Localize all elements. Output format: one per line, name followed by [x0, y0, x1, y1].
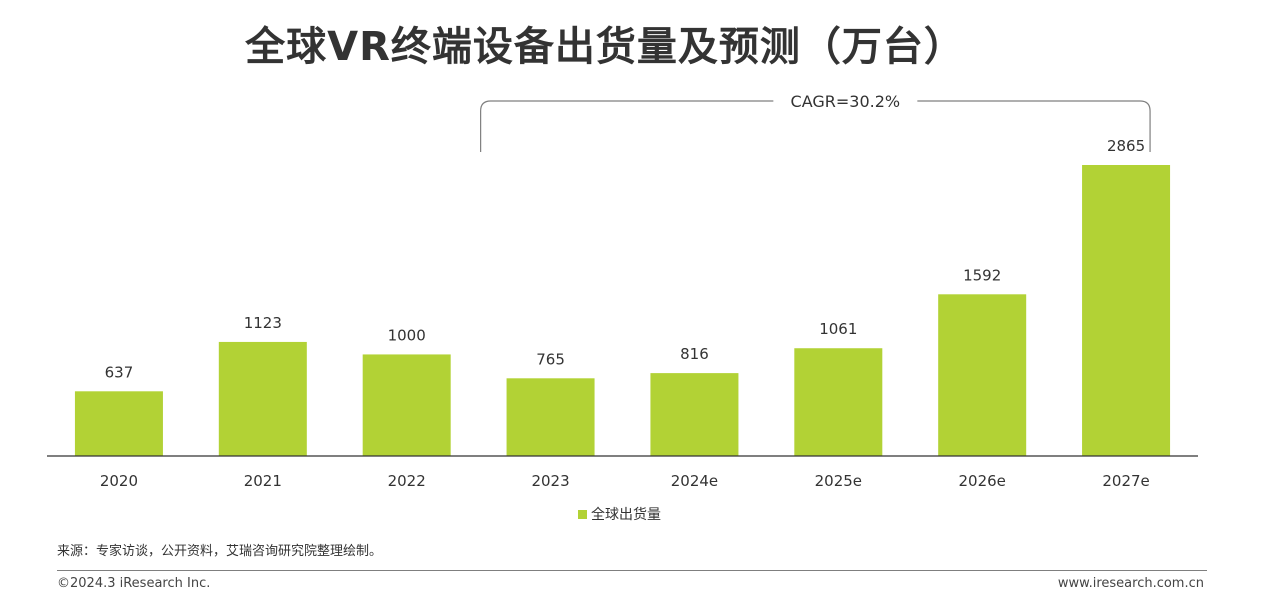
x-tick-2023: 2023 — [531, 472, 569, 490]
copyright: ©2024.3 iResearch Inc. — [57, 576, 211, 591]
bar-2022 — [362, 354, 451, 456]
data-label-2022: 1000 — [388, 326, 426, 344]
legend: 全球出货量 — [578, 504, 661, 524]
footer-divider — [57, 570, 1207, 571]
chart-title: 全球VR终端设备出货量及预测（万台） — [245, 24, 965, 70]
x-tick-2021: 2021 — [244, 472, 282, 490]
bar-2023 — [506, 378, 595, 456]
data-label-2025e: 1061 — [819, 320, 857, 338]
legend-label: 全球出货量 — [591, 507, 661, 523]
x-tick-2020: 2020 — [100, 472, 138, 490]
x-tick-2026e: 2026e — [958, 472, 1005, 490]
cagr-label: CAGR=30.2% — [791, 92, 901, 111]
data-label-2024e: 816 — [680, 345, 709, 363]
data-label-2026e: 1592 — [963, 266, 1001, 284]
bar-2027e — [1082, 165, 1171, 456]
bar-2021 — [218, 341, 307, 456]
x-tick-2024e: 2024e — [671, 472, 718, 490]
bar-2024e — [650, 373, 739, 456]
data-label-2021: 1123 — [244, 314, 282, 332]
x-tick-2022: 2022 — [388, 472, 426, 490]
data-label-2027e: 2865 — [1107, 137, 1145, 155]
bar-2020 — [74, 391, 163, 456]
data-label-2023: 765 — [536, 350, 565, 368]
website-link[interactable]: www.iresearch.com.cn — [1057, 576, 1204, 591]
source-note: 来源：专家访谈，公开资料，艾瑞咨询研究院整理绘制。 — [57, 544, 383, 559]
x-tick-2025e: 2025e — [815, 472, 862, 490]
cagr-bracket-left — [480, 100, 774, 152]
bar-2026e — [938, 294, 1027, 456]
bar-2025e — [794, 348, 883, 456]
cagr-bracket-right — [917, 100, 1151, 152]
legend-swatch — [578, 509, 587, 519]
data-label-2020: 637 — [105, 363, 134, 381]
x-tick-2027e: 2027e — [1102, 472, 1149, 490]
